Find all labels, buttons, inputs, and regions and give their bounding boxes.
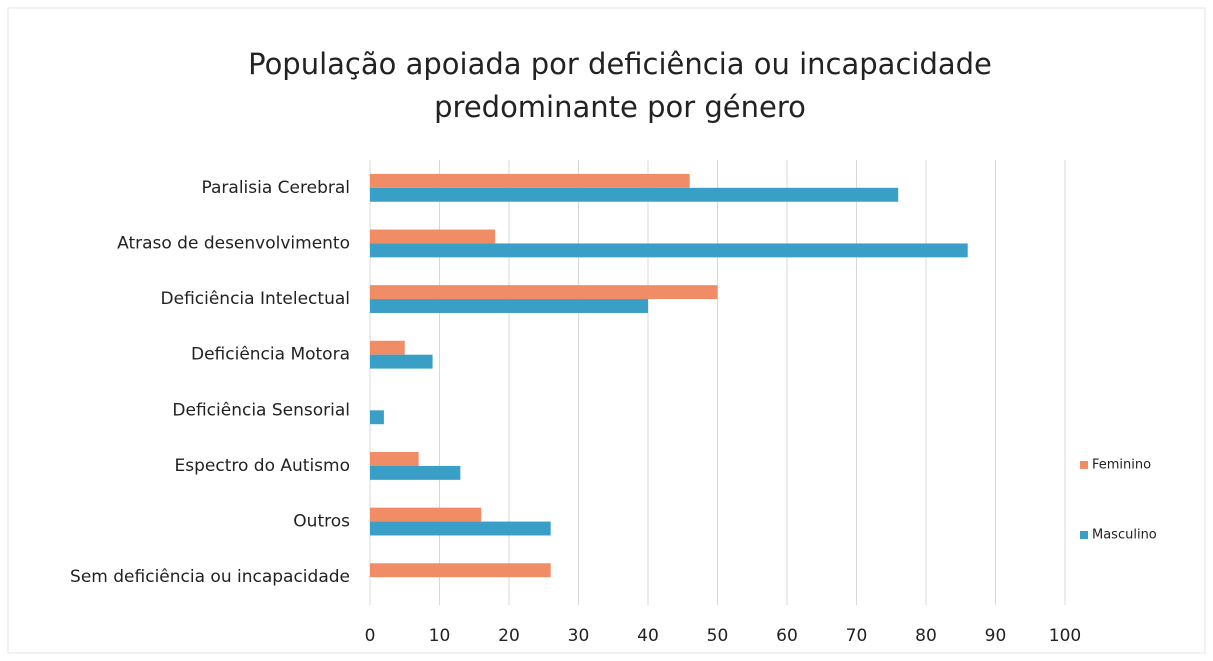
x-tick-label: 100 (1049, 626, 1081, 646)
bar (370, 410, 384, 425)
bar (370, 465, 461, 480)
y-tick-label: Paralisia Cerebral (202, 178, 350, 198)
bar (370, 354, 433, 369)
x-tick-label: 60 (776, 626, 798, 646)
legend-label: Masculino (1092, 528, 1157, 543)
y-tick-label: Outros (293, 512, 350, 532)
x-tick-label: 40 (637, 626, 659, 646)
bar (370, 299, 648, 313)
bar (370, 340, 405, 355)
x-tick-label: 30 (568, 626, 590, 646)
y-tick-label: Deficiência Motora (191, 345, 350, 365)
y-tick-label: Deficiência Sensorial (172, 400, 350, 420)
bar (370, 187, 899, 202)
bar (370, 173, 690, 188)
legend-swatch (1080, 531, 1088, 539)
x-tick-label: 50 (707, 626, 729, 646)
x-tick-label: 70 (846, 626, 868, 646)
y-tick-label: Sem deficiência ou incapacidade (70, 567, 350, 587)
bar (370, 285, 718, 300)
legend-label: Feminino (1092, 458, 1151, 473)
legend-swatch (1080, 461, 1088, 469)
chart-border (7, 7, 1206, 654)
bar (370, 521, 551, 536)
bar (370, 563, 551, 578)
y-tick-label: Deficiência Intelectual (161, 289, 350, 309)
chart-title: predominante por género (434, 90, 806, 124)
bar (370, 229, 496, 244)
y-tick-label: Espectro do Autismo (175, 456, 351, 476)
y-tick-label: Atraso de desenvolvimento (117, 233, 350, 253)
x-tick-label: 80 (915, 626, 937, 646)
chart-title: População apoiada por deficiência ou inc… (248, 47, 992, 81)
bar (370, 243, 968, 258)
bar (370, 452, 419, 466)
bar (370, 507, 482, 522)
x-tick-label: 10 (429, 626, 451, 646)
x-tick-label: 90 (985, 626, 1007, 646)
x-tick-label: 0 (365, 626, 376, 646)
x-tick-label: 20 (498, 626, 520, 646)
